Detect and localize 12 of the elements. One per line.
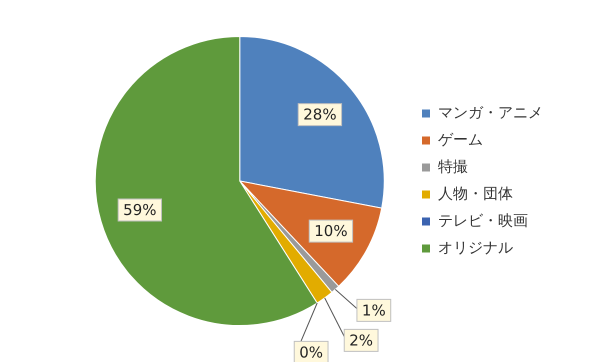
text: 0%	[299, 343, 324, 362]
data-label: 28%	[303, 106, 337, 124]
data-label: 10%	[314, 222, 348, 240]
legend-label: オリジナル	[438, 238, 513, 256]
data-label: 1%	[362, 301, 386, 320]
legend-label: マンガ・アニメ	[438, 103, 543, 122]
legend-label: 特撮	[438, 157, 468, 176]
data-label: 59%	[123, 200, 157, 219]
data-label: 2%	[349, 331, 374, 350]
legend-label: ゲーム	[438, 130, 483, 148]
legend-label: 人物・団体	[438, 184, 513, 202]
legend-label: テレビ・映画	[438, 211, 528, 230]
